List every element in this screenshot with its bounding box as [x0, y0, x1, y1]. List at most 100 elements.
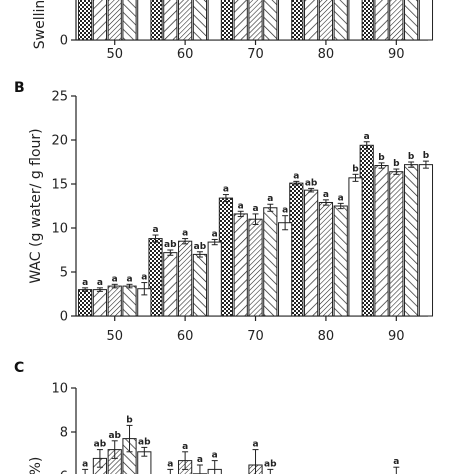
y-tick-label: 8	[60, 426, 68, 441]
significance-label: b	[408, 152, 415, 162]
significance-label: a	[82, 459, 88, 469]
bar	[278, 222, 293, 317]
x-tick-label: 50	[106, 47, 123, 62]
bar	[348, 0, 363, 41]
panels-layer: Swelling05060708090aaaaaBWAC (g water/ g…	[14, 0, 434, 474]
significance-label: a	[323, 190, 329, 200]
bar	[248, 0, 263, 41]
y-tick-label: 25	[51, 90, 68, 105]
significance-label: a	[212, 451, 218, 461]
panel-letter: B	[14, 80, 25, 96]
y-tick-label: 5	[60, 266, 68, 281]
significance-label: a	[141, 273, 147, 283]
significance-label: ab	[264, 459, 277, 469]
y-axis-label: WAC (g water/ g flour)	[28, 128, 44, 283]
significance-label: a	[223, 185, 229, 195]
bar	[92, 289, 108, 317]
bar	[207, 0, 222, 41]
panel-letter: C	[14, 360, 24, 376]
bar	[233, 213, 248, 317]
bar	[122, 285, 137, 317]
significance-label: b	[378, 153, 385, 163]
significance-label: a	[364, 132, 370, 142]
significance-label: b	[126, 415, 133, 425]
significance-label: ab	[305, 178, 318, 188]
bar	[207, 241, 222, 317]
significance-label: ab	[164, 240, 177, 250]
bar	[333, 0, 348, 41]
significance-label: a	[212, 229, 218, 239]
y-tick-label: 15	[51, 178, 68, 193]
x-tick-label: 90	[388, 47, 405, 62]
bar	[122, 0, 137, 41]
bar	[107, 0, 122, 41]
y-axis-label: Swelling	[32, 0, 48, 49]
x-tick-label: 80	[318, 329, 335, 344]
bar	[78, 289, 93, 317]
significance-label: ab	[194, 242, 207, 252]
bar	[418, 0, 434, 41]
bar	[178, 240, 193, 317]
bar	[163, 252, 178, 317]
bar	[263, 207, 278, 317]
y-tick-label: 0	[60, 310, 68, 325]
bar	[389, 0, 404, 41]
y-tick-label: 6	[60, 470, 68, 474]
bar	[318, 0, 334, 41]
significance-label: a	[197, 455, 203, 465]
significance-label: a	[267, 194, 273, 204]
significance-label: a	[338, 193, 344, 203]
significance-label: a	[293, 171, 299, 181]
panel-a: Swelling05060708090aaaaa	[32, 0, 434, 62]
x-tick-label: 50	[106, 329, 123, 344]
bar	[233, 0, 248, 41]
significance-label: ab	[108, 431, 121, 441]
significance-label: a	[112, 274, 118, 284]
bar	[163, 0, 178, 41]
bar	[404, 164, 419, 317]
significance-label: a	[182, 229, 188, 239]
x-tick-label: 60	[177, 329, 194, 344]
significance-label: a	[167, 459, 173, 469]
y-tick-label: 10	[51, 382, 68, 397]
x-tick-label: 90	[388, 329, 405, 344]
significance-label: a	[238, 201, 244, 211]
bar	[418, 164, 434, 317]
significance-label: b	[352, 164, 359, 174]
bar	[248, 218, 263, 317]
bar	[178, 0, 193, 41]
bar	[78, 0, 93, 41]
significance-label: a	[126, 274, 132, 284]
bar	[304, 0, 319, 41]
significance-label: ab	[138, 437, 151, 447]
significance-label: a	[393, 457, 399, 467]
significance-label: a	[152, 225, 158, 235]
x-tick-label: 70	[247, 329, 264, 344]
bar	[192, 253, 208, 317]
significance-label: a	[252, 204, 258, 214]
y-tick-label: 0	[60, 34, 68, 49]
bar	[404, 0, 419, 41]
y-tick-label: 20	[51, 134, 68, 149]
bar	[107, 285, 122, 317]
significance-label: a	[97, 278, 103, 288]
significance-label: a	[252, 440, 258, 450]
panel-b: B WAC (g water/ g flour) 0 5 10 15 20 25 50 60 70 8…	[14, 80, 434, 344]
bar	[374, 165, 389, 317]
bar	[278, 0, 293, 41]
bar	[348, 177, 363, 317]
bar	[374, 0, 389, 41]
significance-label: b	[393, 159, 400, 169]
panel-c: C%)6810aabaabaaabaababa	[14, 360, 399, 474]
bar	[389, 171, 404, 317]
significance-label: a	[182, 442, 188, 452]
significance-label: a	[82, 278, 88, 288]
bar	[304, 189, 319, 317]
bar	[137, 0, 152, 41]
significance-label: a	[282, 206, 288, 216]
significance-label: ab	[94, 440, 107, 450]
x-tick-label: 70	[247, 47, 264, 62]
significance-label: b	[423, 151, 430, 161]
y-axis-label: %)	[28, 457, 44, 474]
